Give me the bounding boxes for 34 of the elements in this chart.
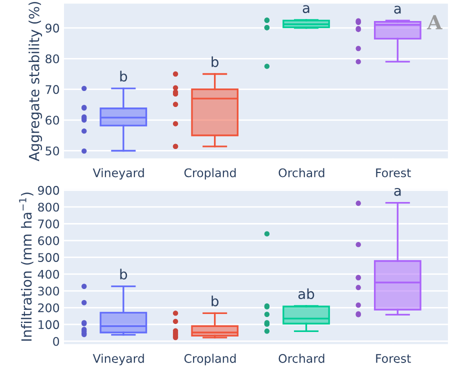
y-tick-label: 70 [46, 85, 60, 94]
y-tick-label: 300 [38, 286, 60, 296]
y-tick-label: 700 [38, 219, 60, 228]
annotation: ab [298, 288, 314, 300]
y-tick-label: 500 [38, 253, 60, 262]
y-tick-label: 60 [46, 116, 60, 125]
annotation: b [120, 268, 128, 280]
y-tick-label: 80 [46, 54, 60, 64]
x-tick-label: Forest [376, 168, 411, 178]
annotation: b [212, 296, 218, 306]
x-tick-label: Orchard [278, 354, 324, 363]
y-tick-label: 90 [46, 24, 60, 33]
x-tick-label: Cropland [184, 354, 236, 366]
y-tick-label: 400 [38, 270, 60, 279]
x-tick-label: Vineyard [92, 354, 144, 366]
y-tick-label: 900 [38, 186, 60, 195]
x-tick-label: Orchard [278, 168, 324, 178]
y-tick-label: 50 [46, 146, 60, 156]
y-axis-title: Aggregate stability (%) [28, 2, 42, 162]
annotation: b [212, 56, 218, 68]
annotation: b [120, 70, 128, 82]
x-tick-label: Vineyard [92, 168, 144, 180]
x-tick-label: Forest [376, 354, 411, 363]
y-axis-title: Infiltration (mm ha$^{−1}$) [19, 192, 34, 341]
y-tick-label: 0 [53, 336, 60, 346]
y-tick-label: 800 [38, 202, 60, 212]
y-tick-label: 200 [38, 303, 60, 312]
y-tick-label: 100 [38, 320, 60, 330]
annotation: a [302, 5, 310, 14]
annotation: a [394, 6, 401, 14]
x-tick-label: Cropland [184, 168, 236, 180]
y-tick-label: 600 [38, 236, 60, 246]
annotation: a [394, 188, 401, 196]
annotation: A [426, 15, 442, 30]
